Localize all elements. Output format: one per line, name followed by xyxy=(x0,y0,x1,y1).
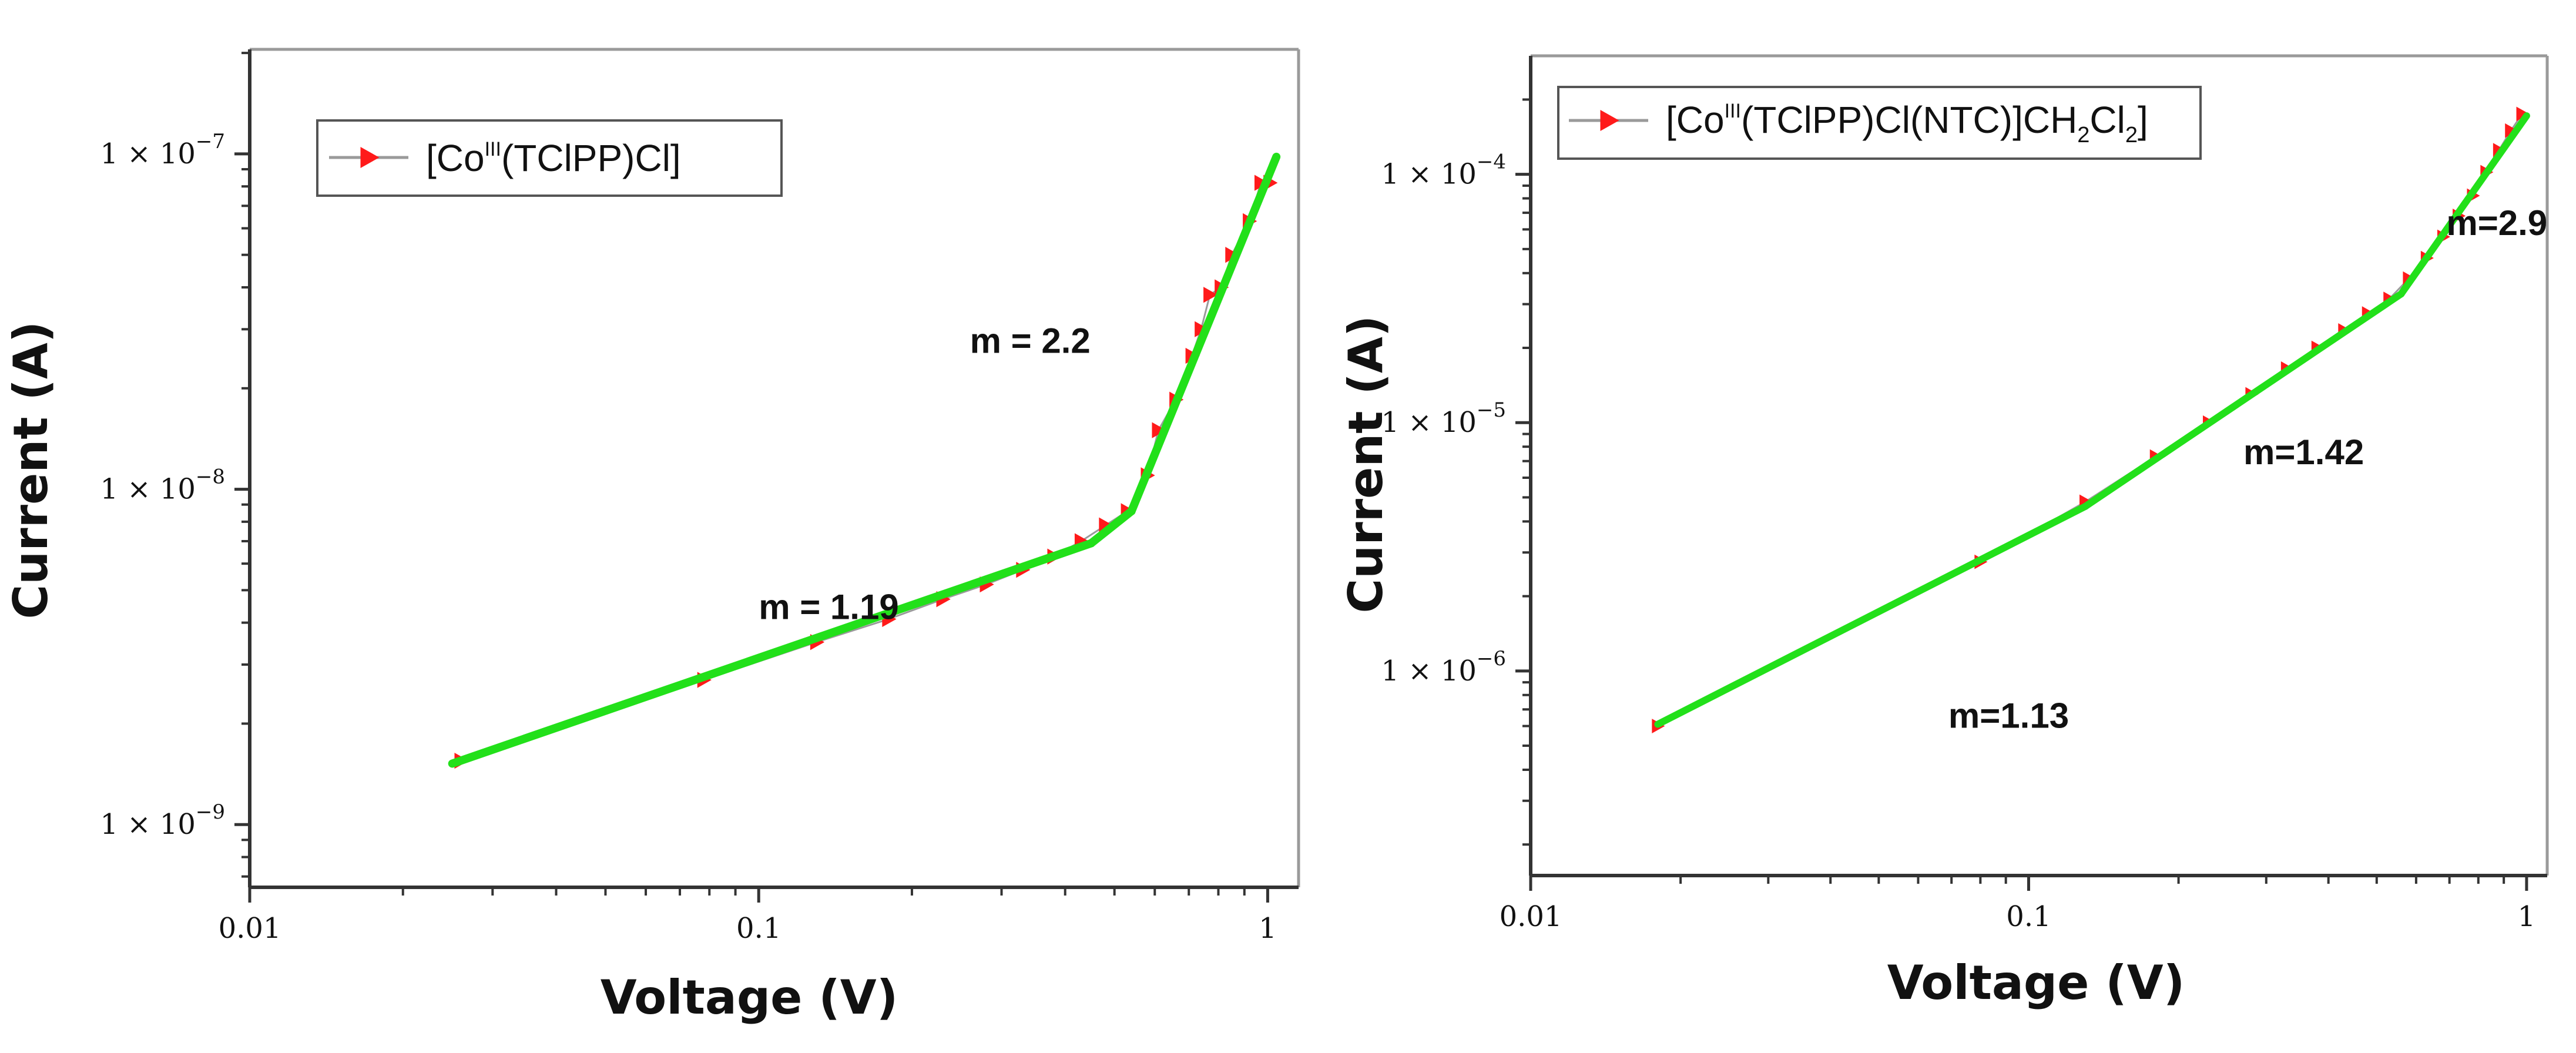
y-tick-exponent: −4 xyxy=(1477,150,1506,174)
fit-line xyxy=(1654,502,2089,728)
slope-annotation: m = 1.19 xyxy=(759,588,899,627)
legend-subscript: 2 xyxy=(2077,123,2089,147)
data-point-marker xyxy=(1152,422,1166,438)
y-tick-exponent: −8 xyxy=(196,465,225,489)
legend-box xyxy=(1557,86,2202,160)
x-tick-label: 0.1 xyxy=(2006,900,2051,933)
y-tick-exponent: −6 xyxy=(1477,647,1506,670)
fit-line xyxy=(2397,112,2530,298)
legend-label: [CoIII(TClPP)Cl] xyxy=(426,137,681,179)
x-tick-label: 1 xyxy=(2518,900,2536,933)
y-axis-title: Current (A) xyxy=(1339,316,1393,613)
y-tick-base: 1 × 10 xyxy=(1381,655,1477,688)
slope-annotation: m=1.13 xyxy=(1948,696,2069,736)
data-point-marker xyxy=(2516,106,2530,122)
chart-left: 0.01 0.1 11 × 10−91 × 10−81 × 10−7m = 1.19… xyxy=(4,48,1300,1025)
legend-text-part: ] xyxy=(2138,99,2148,141)
fit-line xyxy=(448,539,1096,768)
y-tick-exponent: −7 xyxy=(196,130,225,153)
slope-annotation: m=1.42 xyxy=(2243,432,2364,472)
y-tick-label: 1 × 10−5 xyxy=(1381,398,1506,439)
legend-superscript: III xyxy=(1725,100,1741,122)
legend-marker xyxy=(1600,110,1619,131)
data-point-marker xyxy=(1203,287,1218,303)
chart-right: 0.01 0.1 11 × 10−61 × 10−51 × 10−4m=1.13m=… xyxy=(1339,54,2549,1010)
x-tick-label: 1 xyxy=(1259,912,1277,945)
legend-label: [CoIII(TClPP)Cl(NTC)]CH2Cl2] xyxy=(1666,99,2148,147)
legend-subscript: 2 xyxy=(2125,123,2138,147)
fit-line xyxy=(2082,290,2405,510)
legend-marker xyxy=(360,147,380,168)
y-tick-label: 1 × 10−7 xyxy=(100,130,225,170)
x-axis-title: Voltage (V) xyxy=(1887,955,2185,1010)
legend-text-part: [Co xyxy=(426,137,485,179)
fit-line xyxy=(1087,507,1136,548)
y-tick-label: 1 × 10−4 xyxy=(1381,150,1506,191)
x-tick-label: 0.01 xyxy=(219,912,281,945)
y-tick-base: 1 × 10 xyxy=(100,473,196,506)
y-axis-title: Current (A) xyxy=(4,321,58,619)
data-point-marker xyxy=(2505,123,2518,138)
x-tick-label: 0.01 xyxy=(1500,900,1562,933)
slope-annotation: m=2.9 xyxy=(2446,203,2547,243)
x-axis-title: Voltage (V) xyxy=(601,970,898,1025)
fit-line xyxy=(1127,152,1281,515)
y-tick-label: 1 × 10−8 xyxy=(100,465,225,506)
y-tick-base: 1 × 10 xyxy=(100,138,196,170)
slope-annotation: m = 2.2 xyxy=(970,321,1091,361)
series-line xyxy=(1657,113,2523,727)
legend-text-part: Cl xyxy=(2089,99,2125,141)
y-tick-label: 1 × 10−9 xyxy=(100,800,225,841)
y-tick-base: 1 × 10 xyxy=(100,808,196,841)
legend-superscript: III xyxy=(485,138,501,160)
y-tick-base: 1 × 10 xyxy=(1381,158,1477,191)
x-tick-label: 0.1 xyxy=(736,912,781,945)
y-tick-exponent: −5 xyxy=(1477,398,1506,422)
y-tick-base: 1 × 10 xyxy=(1381,406,1477,439)
legend-text-part: (TClPP)Cl] xyxy=(501,137,681,179)
y-tick-exponent: −9 xyxy=(196,800,225,824)
y-tick-label: 1 × 10−6 xyxy=(1381,647,1506,688)
legend-text-part: (TClPP)Cl(NTC)]CH xyxy=(1741,99,2077,141)
legend-text-part: [Co xyxy=(1666,99,1725,141)
